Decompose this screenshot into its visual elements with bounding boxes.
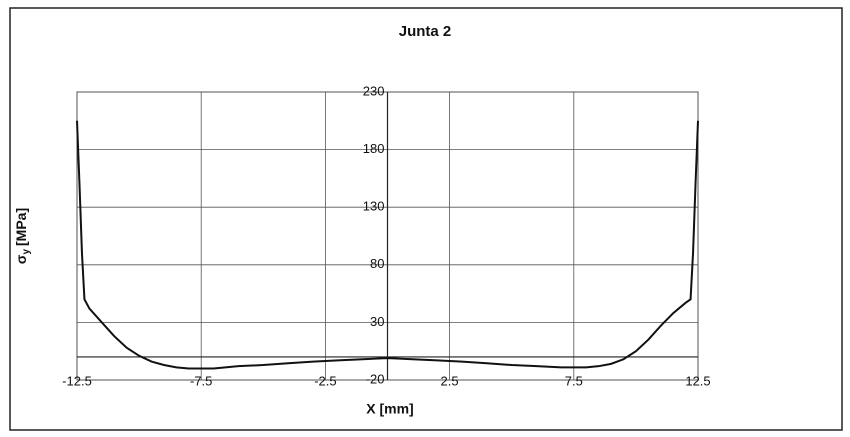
y-label-unit: [MPa]: [13, 208, 29, 246]
y-tick-label: 30: [370, 314, 384, 329]
y-label-subscript: y: [21, 249, 32, 255]
x-tick-label: 7.5: [565, 373, 583, 388]
x-tick-label: 12.5: [685, 373, 710, 388]
y-label-symbol: σ: [13, 254, 29, 264]
x-tick-label: 2.5: [441, 373, 459, 388]
y-tick-label: -20: [366, 371, 385, 386]
x-tick-label: -7.5: [190, 373, 212, 388]
y-tick-label: 230: [363, 83, 385, 98]
x-tick-label: -12.5: [62, 373, 92, 388]
x-axis-label: X [mm]: [366, 401, 413, 417]
chart-title: Junta 2: [399, 23, 452, 40]
y-tick-label: 130: [363, 199, 385, 214]
y-tick-label: 180: [363, 141, 385, 156]
frame: [9, 7, 843, 431]
y-axis-label: σy [MPa]: [13, 208, 32, 264]
data-line: [76, 120, 699, 370]
y-tick-label: 80: [370, 256, 384, 271]
x-tick-label: -2.5: [314, 373, 336, 388]
